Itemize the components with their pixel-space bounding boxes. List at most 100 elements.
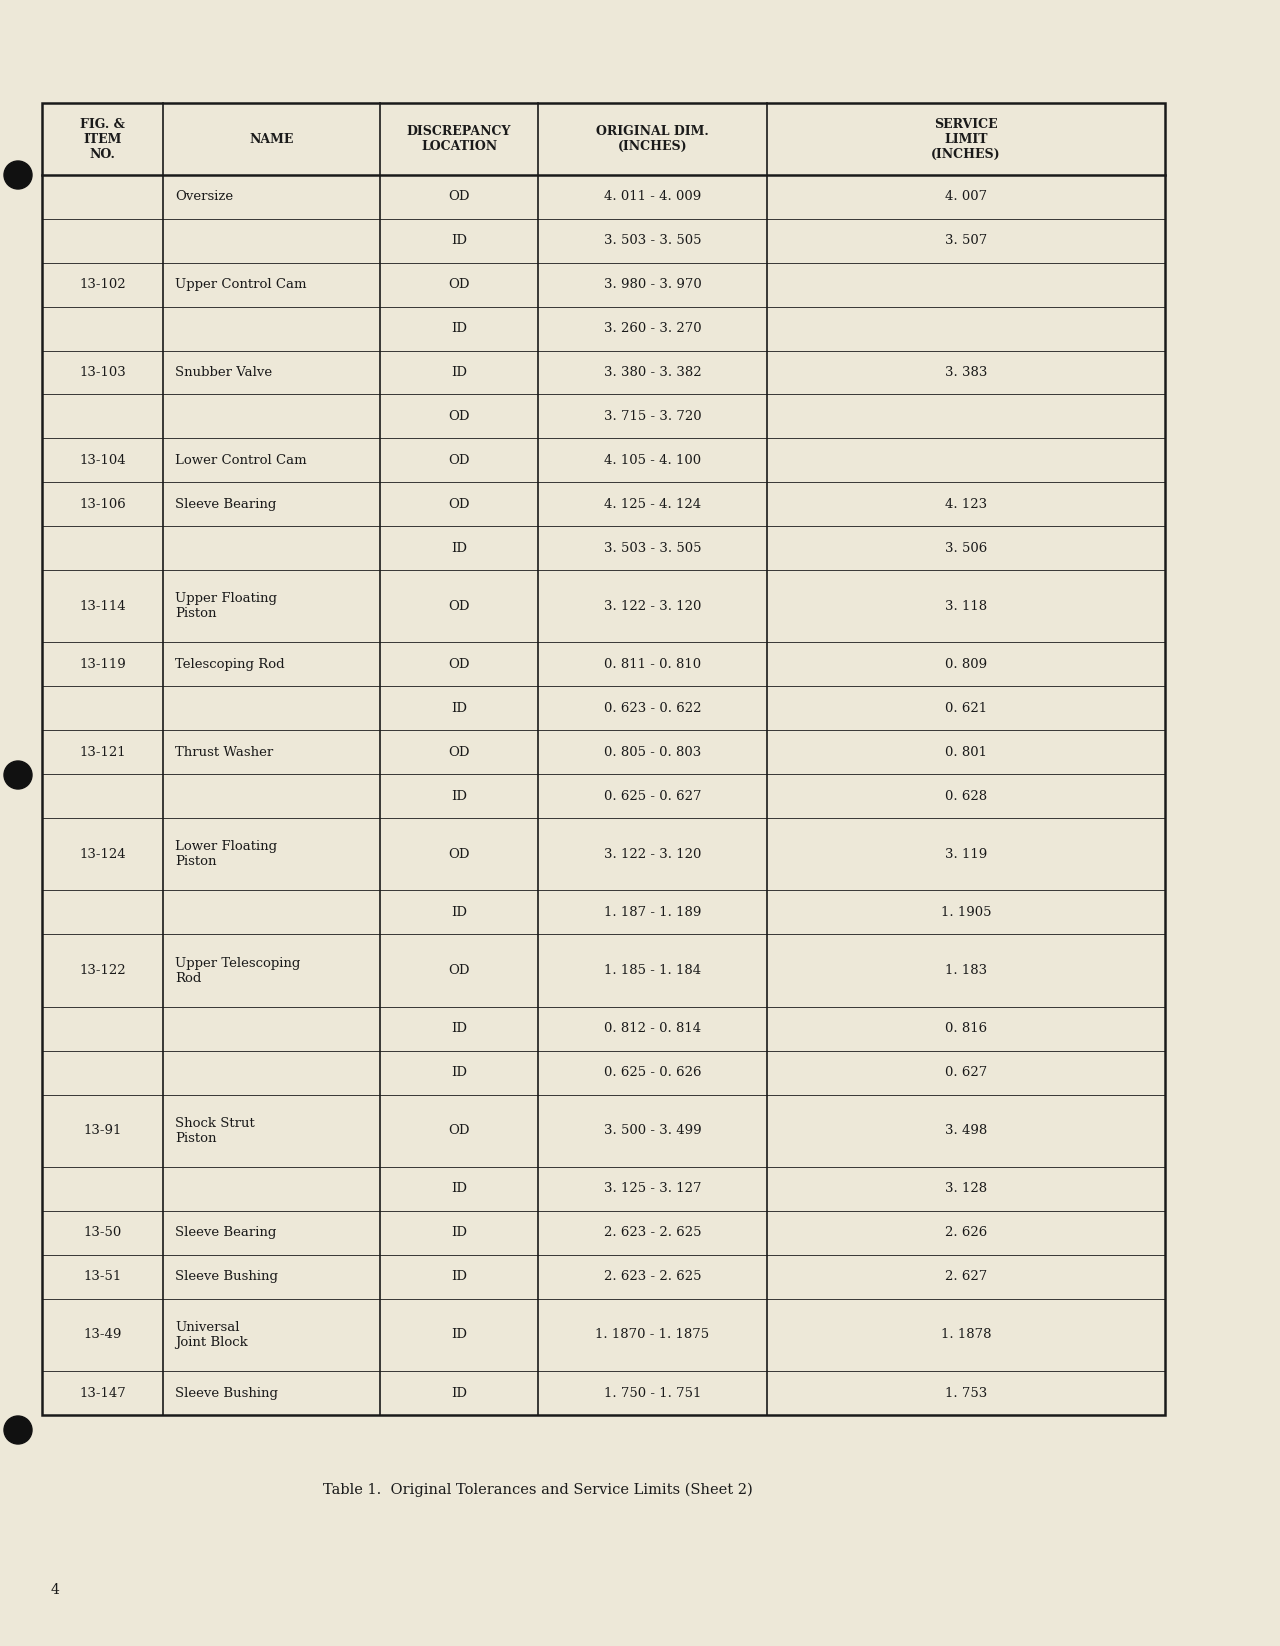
Text: 0. 628: 0. 628 xyxy=(945,790,987,803)
Text: 4. 011 - 4. 009: 4. 011 - 4. 009 xyxy=(604,191,701,204)
Text: 13-122: 13-122 xyxy=(79,965,125,978)
Text: ID: ID xyxy=(451,1271,467,1284)
Text: 13-91: 13-91 xyxy=(83,1124,122,1137)
Text: OD: OD xyxy=(448,848,470,861)
Text: 4. 007: 4. 007 xyxy=(945,191,987,204)
Text: Sleeve Bushing: Sleeve Bushing xyxy=(175,1386,278,1399)
Text: FIG. &
ITEM
NO.: FIG. & ITEM NO. xyxy=(81,117,125,161)
Text: 0. 805 - 0. 803: 0. 805 - 0. 803 xyxy=(604,746,701,759)
Text: 2. 623 - 2. 625: 2. 623 - 2. 625 xyxy=(604,1271,701,1284)
Text: ID: ID xyxy=(451,1182,467,1195)
Text: 0. 621: 0. 621 xyxy=(945,701,987,714)
Text: ID: ID xyxy=(451,1067,467,1080)
Text: 1. 187 - 1. 189: 1. 187 - 1. 189 xyxy=(604,905,701,918)
Text: Sleeve Bushing: Sleeve Bushing xyxy=(175,1271,278,1284)
Text: 4. 125 - 4. 124: 4. 125 - 4. 124 xyxy=(604,497,701,510)
Circle shape xyxy=(4,760,32,788)
Text: OD: OD xyxy=(448,1124,470,1137)
Text: 13-104: 13-104 xyxy=(79,454,125,467)
Text: 1. 1870 - 1. 1875: 1. 1870 - 1. 1875 xyxy=(595,1328,709,1341)
Text: Universal
Joint Block: Universal Joint Block xyxy=(175,1320,248,1348)
Text: 3. 260 - 3. 270: 3. 260 - 3. 270 xyxy=(604,323,701,336)
Text: OD: OD xyxy=(448,965,470,978)
Text: 13-124: 13-124 xyxy=(79,848,125,861)
Text: ID: ID xyxy=(451,790,467,803)
Text: 4. 105 - 4. 100: 4. 105 - 4. 100 xyxy=(604,454,701,467)
Text: 4: 4 xyxy=(51,1583,59,1597)
Text: Thrust Washer: Thrust Washer xyxy=(175,746,273,759)
Text: Telescoping Rod: Telescoping Rod xyxy=(175,658,284,672)
Text: OD: OD xyxy=(448,191,470,204)
Text: 13-119: 13-119 xyxy=(79,658,125,672)
Text: 3. 715 - 3. 720: 3. 715 - 3. 720 xyxy=(604,410,701,423)
Text: 0. 801: 0. 801 xyxy=(945,746,987,759)
Text: DISCREPANCY
LOCATION: DISCREPANCY LOCATION xyxy=(407,125,511,153)
Text: 3. 122 - 3. 120: 3. 122 - 3. 120 xyxy=(604,599,701,612)
Text: 3. 118: 3. 118 xyxy=(945,599,987,612)
Text: ID: ID xyxy=(451,1386,467,1399)
Text: 13-147: 13-147 xyxy=(79,1386,125,1399)
Text: Upper Control Cam: Upper Control Cam xyxy=(175,278,306,291)
Text: 13-102: 13-102 xyxy=(79,278,125,291)
Text: OD: OD xyxy=(448,454,470,467)
Text: ID: ID xyxy=(451,1328,467,1341)
Text: 0. 625 - 0. 627: 0. 625 - 0. 627 xyxy=(604,790,701,803)
Text: ID: ID xyxy=(451,365,467,379)
Text: 0. 809: 0. 809 xyxy=(945,658,987,672)
Text: NAME: NAME xyxy=(250,132,293,145)
Text: 0. 812 - 0. 814: 0. 812 - 0. 814 xyxy=(604,1022,701,1035)
Text: ORIGINAL DIM.
(INCHES): ORIGINAL DIM. (INCHES) xyxy=(596,125,709,153)
Text: 3. 500 - 3. 499: 3. 500 - 3. 499 xyxy=(604,1124,701,1137)
Text: 3. 128: 3. 128 xyxy=(945,1182,987,1195)
Text: 13-51: 13-51 xyxy=(83,1271,122,1284)
Text: 3. 503 - 3. 505: 3. 503 - 3. 505 xyxy=(604,542,701,555)
Text: Upper Floating
Piston: Upper Floating Piston xyxy=(175,593,276,621)
Text: 1. 1905: 1. 1905 xyxy=(941,905,991,918)
Text: ID: ID xyxy=(451,905,467,918)
Text: Lower Control Cam: Lower Control Cam xyxy=(175,454,307,467)
Text: OD: OD xyxy=(448,410,470,423)
Text: 3. 980 - 3. 970: 3. 980 - 3. 970 xyxy=(604,278,701,291)
Text: ID: ID xyxy=(451,234,467,247)
Bar xyxy=(42,104,1165,1416)
Text: Snubber Valve: Snubber Valve xyxy=(175,365,273,379)
Text: Sleeve Bearing: Sleeve Bearing xyxy=(175,1226,276,1239)
Text: ID: ID xyxy=(451,1226,467,1239)
Text: ID: ID xyxy=(451,1022,467,1035)
Text: 13-106: 13-106 xyxy=(79,497,125,510)
Text: 3. 125 - 3. 127: 3. 125 - 3. 127 xyxy=(604,1182,701,1195)
Text: 3. 507: 3. 507 xyxy=(945,234,987,247)
Text: 0. 623 - 0. 622: 0. 623 - 0. 622 xyxy=(604,701,701,714)
Text: Upper Telescoping
Rod: Upper Telescoping Rod xyxy=(175,956,301,984)
Text: 13-50: 13-50 xyxy=(83,1226,122,1239)
Text: 3. 383: 3. 383 xyxy=(945,365,987,379)
Text: 1. 1878: 1. 1878 xyxy=(941,1328,991,1341)
Text: 4. 123: 4. 123 xyxy=(945,497,987,510)
Text: 13-49: 13-49 xyxy=(83,1328,122,1341)
Text: 1. 185 - 1. 184: 1. 185 - 1. 184 xyxy=(604,965,701,978)
Text: 13-121: 13-121 xyxy=(79,746,125,759)
Text: OD: OD xyxy=(448,599,470,612)
Text: 3. 503 - 3. 505: 3. 503 - 3. 505 xyxy=(604,234,701,247)
Text: 2. 626: 2. 626 xyxy=(945,1226,987,1239)
Circle shape xyxy=(4,1416,32,1444)
Text: 13-103: 13-103 xyxy=(79,365,125,379)
Text: ID: ID xyxy=(451,323,467,336)
Text: 2. 623 - 2. 625: 2. 623 - 2. 625 xyxy=(604,1226,701,1239)
Text: 1. 753: 1. 753 xyxy=(945,1386,987,1399)
Text: 3. 506: 3. 506 xyxy=(945,542,987,555)
Text: ID: ID xyxy=(451,701,467,714)
Text: 0. 811 - 0. 810: 0. 811 - 0. 810 xyxy=(604,658,701,672)
Text: Sleeve Bearing: Sleeve Bearing xyxy=(175,497,276,510)
Text: OD: OD xyxy=(448,746,470,759)
Text: 0. 625 - 0. 626: 0. 625 - 0. 626 xyxy=(604,1067,701,1080)
Text: ID: ID xyxy=(451,542,467,555)
Text: 2. 627: 2. 627 xyxy=(945,1271,987,1284)
Text: 3. 122 - 3. 120: 3. 122 - 3. 120 xyxy=(604,848,701,861)
Text: Lower Floating
Piston: Lower Floating Piston xyxy=(175,839,278,867)
Text: Table 1.  Original Tolerances and Service Limits (Sheet 2): Table 1. Original Tolerances and Service… xyxy=(323,1483,753,1498)
Text: 3. 380 - 3. 382: 3. 380 - 3. 382 xyxy=(604,365,701,379)
Text: 13-114: 13-114 xyxy=(79,599,125,612)
Text: 0. 627: 0. 627 xyxy=(945,1067,987,1080)
Text: 1. 750 - 1. 751: 1. 750 - 1. 751 xyxy=(604,1386,701,1399)
